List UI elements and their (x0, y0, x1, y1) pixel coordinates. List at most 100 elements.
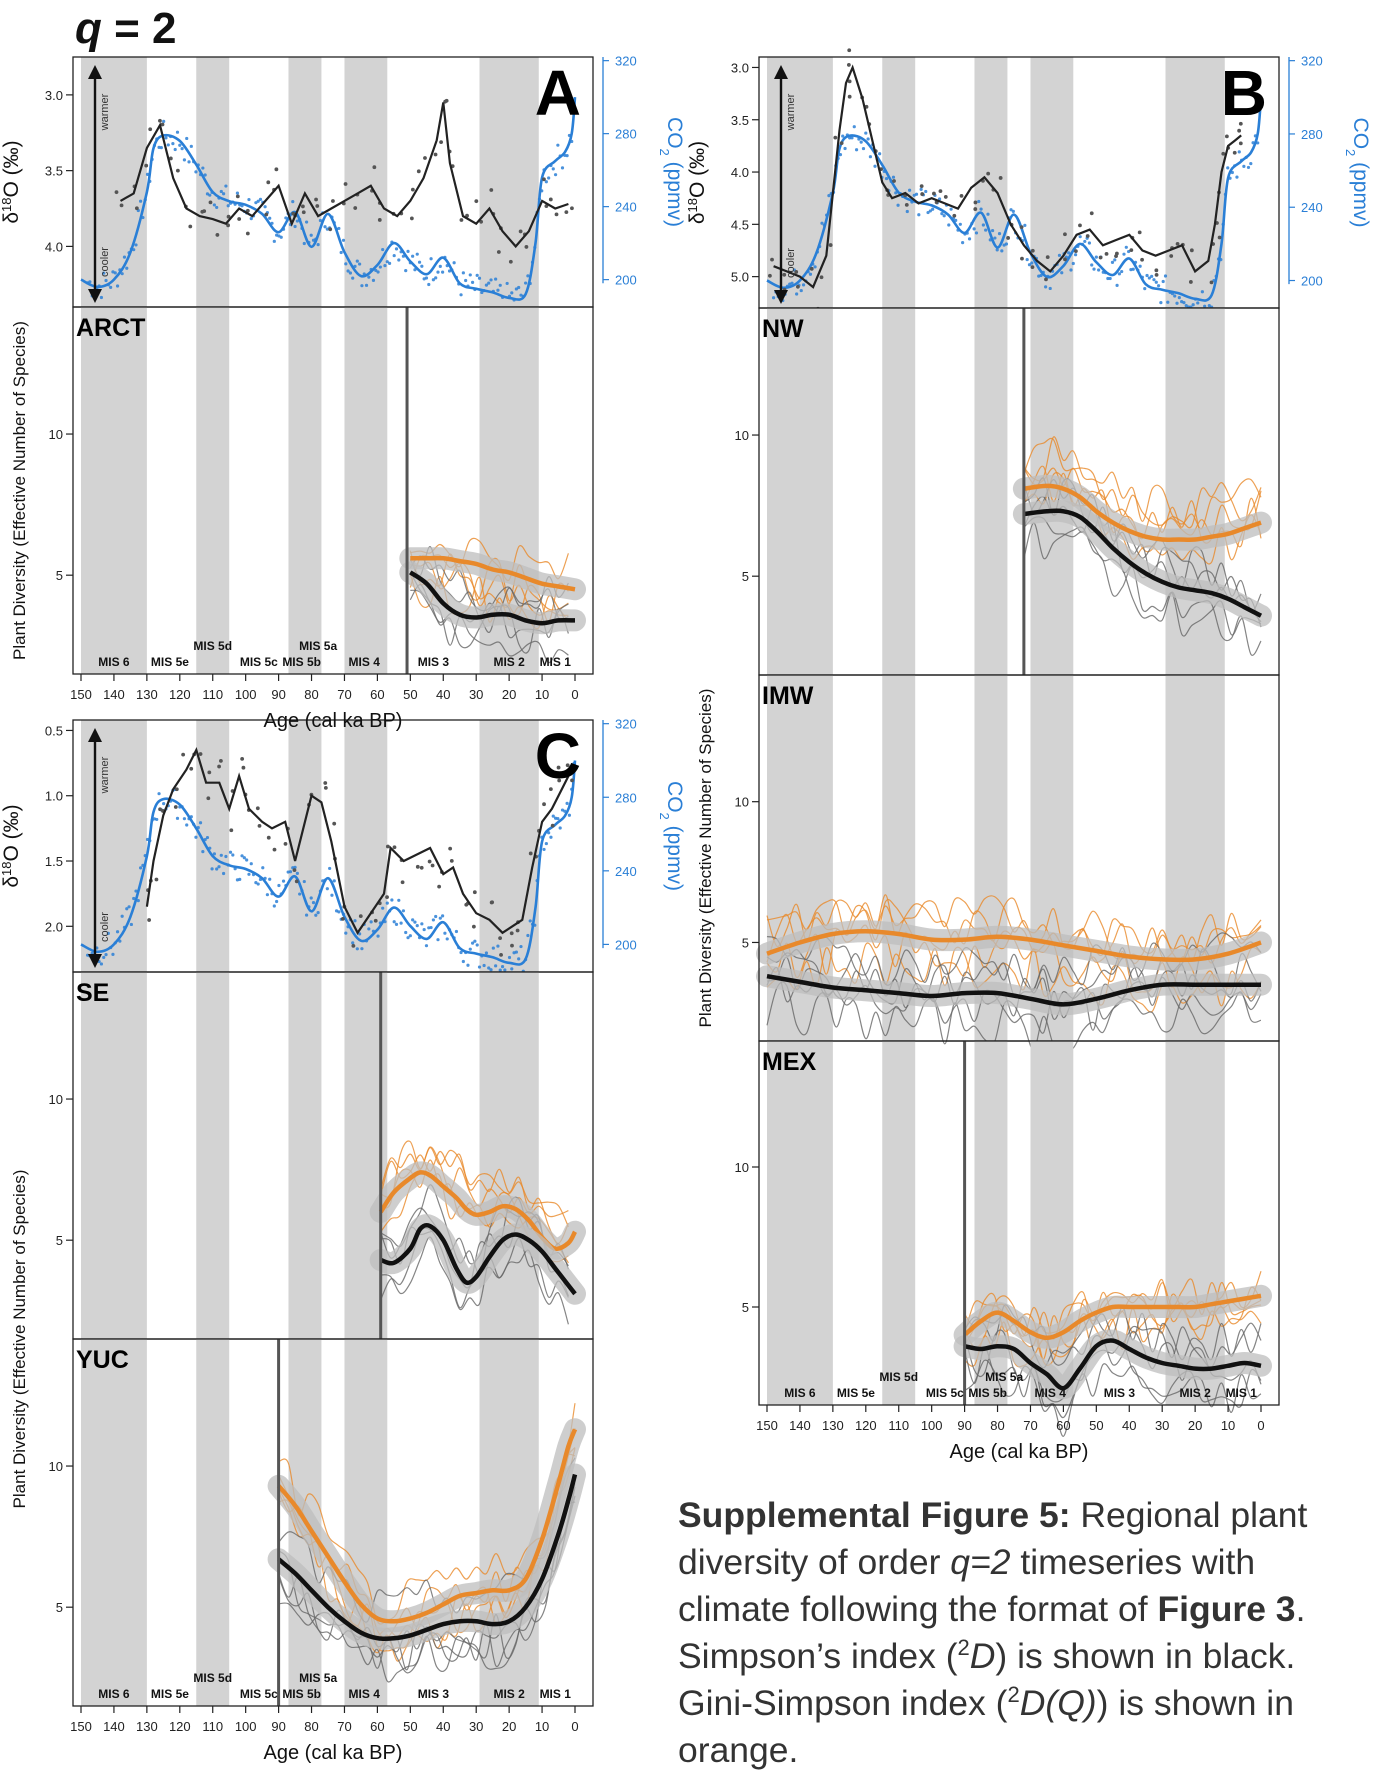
panel-c-d18o-point (542, 802, 546, 807)
panel-c-d18o-point (332, 821, 337, 826)
panel-a-co2-point (553, 173, 558, 177)
panel-b-d18o-point (846, 63, 851, 67)
panel-a-d18o-point (331, 199, 335, 203)
panel-c-co2-point (358, 932, 362, 936)
region-mex-x-axis-label: Age (cal ka BP) (950, 1441, 1089, 1463)
panel-b-co2-point (1249, 161, 1253, 166)
mis-label: MIS 5e (151, 655, 189, 669)
panel-b-d18o-point (938, 189, 943, 193)
panel-a-d18o-point (433, 152, 438, 157)
region-mex-x-tick-label: 20 (1188, 1418, 1202, 1433)
panel-c-co2-point (256, 882, 260, 886)
panel-c-co2-point (445, 937, 449, 941)
region-yuc-x-tick-label: 90 (271, 1719, 285, 1734)
panel-c-co2-point (551, 814, 555, 818)
panel-a-co2-point (318, 218, 323, 223)
panel-c-co2-point (392, 920, 396, 924)
panel-c-co2-point (295, 871, 299, 875)
panel-a-d18o-tick-label: 4.0 (45, 239, 63, 254)
panel-b-d18o-point (839, 141, 844, 146)
panel-c-co2-point (231, 853, 235, 857)
panel-b-d18o-point (1221, 151, 1226, 156)
panel-c-co2-point (111, 952, 115, 956)
region-imw-simpson-mean-line (766, 973, 1261, 1007)
panel-b-d18o-point (1237, 128, 1242, 133)
panel-b-letter: B (1221, 57, 1267, 129)
panel-c-co2-point (328, 866, 332, 871)
panel-a-co2-point (185, 136, 189, 141)
panel-a-co2-point (436, 270, 440, 274)
region-mex-x-tick-label: 50 (1089, 1418, 1103, 1433)
panel-a-co2-point (104, 278, 108, 283)
panel-a-co2-point (122, 255, 127, 259)
panel-a-d18o-point (554, 212, 559, 217)
panel-b-co2-point (864, 131, 868, 135)
panel-a-co2-point (302, 241, 306, 246)
panel-c-co2-point (468, 947, 472, 951)
region-arct-mis-band-2 (288, 307, 322, 674)
caption-text-4: ) is shown in black. Gini-Simpson index … (678, 1636, 1296, 1723)
panel-a-co2-point (480, 290, 484, 295)
panel-c-d18o-point (449, 858, 454, 863)
region-yuc-x-tick-label: 100 (235, 1719, 257, 1734)
panel-a-d18o-point (134, 206, 139, 211)
panel-c-co2-point (337, 910, 341, 914)
region-se-site-trace (380, 1147, 569, 1228)
panel-b-d18o-point (1238, 141, 1243, 146)
panel-a-co2-point (120, 272, 124, 276)
region-yuc-y-tick-label: 5 (56, 1600, 63, 1615)
panel-b-co2-point (854, 148, 859, 152)
panel-a-co2-point (392, 253, 396, 258)
region-mex-label: MEX (762, 1048, 817, 1076)
region-nw-label: NW (762, 315, 804, 343)
panel-c-d18o-point (154, 877, 159, 882)
panel-b-d18o-point (1020, 256, 1024, 261)
panel-b-co2-point (917, 213, 921, 217)
mis-label: MIS 5d (193, 1671, 232, 1685)
panel-a-mis-band-4 (479, 57, 539, 307)
panel-c-d18o-point (550, 823, 555, 828)
panel-b-d18o-point (794, 270, 799, 274)
panel-b-co2-point (974, 231, 979, 235)
panel-a-co2-point (351, 276, 355, 280)
panel-c-co2-point (175, 816, 180, 820)
panel-b-co2-point (891, 175, 896, 179)
panel-b-d18o-point (959, 193, 964, 198)
caption-text-2: timeseries with climate following the fo… (678, 1542, 1256, 1629)
panel-a-d18o-point (439, 140, 444, 145)
panel-c-co2-point (136, 899, 140, 903)
region-mex-x-tick-label: 130 (822, 1418, 844, 1433)
panel-c-d18o-point (448, 846, 453, 851)
panel-c-co2-point (304, 913, 309, 917)
mis-label: MIS 1 (1226, 1386, 1258, 1400)
panel-c-d18o-point (548, 787, 553, 792)
panel-a-d18o-point (226, 214, 231, 219)
region-mex-x-tick-label: 0 (1257, 1418, 1264, 1433)
panel-c-d18o-point (427, 859, 432, 864)
panel-a-d18o-point (508, 259, 513, 264)
region-arct-gini-simpson-mean-line (410, 555, 576, 592)
panel-b-d18o-tick-label: 4.0 (731, 165, 749, 180)
region-yuc-x-axis-label: Age (cal ka BP) (264, 1742, 403, 1764)
panel-a-d18o-point (114, 190, 119, 195)
panel-b-co2-point (1097, 268, 1101, 272)
panel-b-co2-point (813, 265, 817, 269)
panel-c-co2-point (316, 911, 320, 915)
panel-b-co2-point (1173, 294, 1177, 298)
region-arct-frame (72, 306, 594, 675)
panel-c-d18o-point (472, 890, 477, 895)
panel-c-d18o-point (292, 868, 297, 873)
panel-c-co2-point (134, 889, 138, 893)
panel-c-co2-point (503, 968, 507, 972)
mis-label: MIS 1 (540, 655, 572, 669)
panel-b-co2-point (1161, 279, 1165, 284)
panel-c-d18o-point (219, 758, 223, 763)
panel-b-d18o-tick-label: 4.5 (731, 217, 749, 232)
panel-b-co2-point (861, 146, 866, 151)
panel-a-co2-point (459, 293, 463, 297)
region-yuc-frame (72, 1338, 594, 1707)
panel-c-co2-point (344, 931, 348, 935)
region-arct-x-tick-label: 150 (70, 687, 92, 702)
panel-c-mis-band-3 (344, 720, 388, 972)
panel-b-d18o-point (892, 179, 896, 183)
